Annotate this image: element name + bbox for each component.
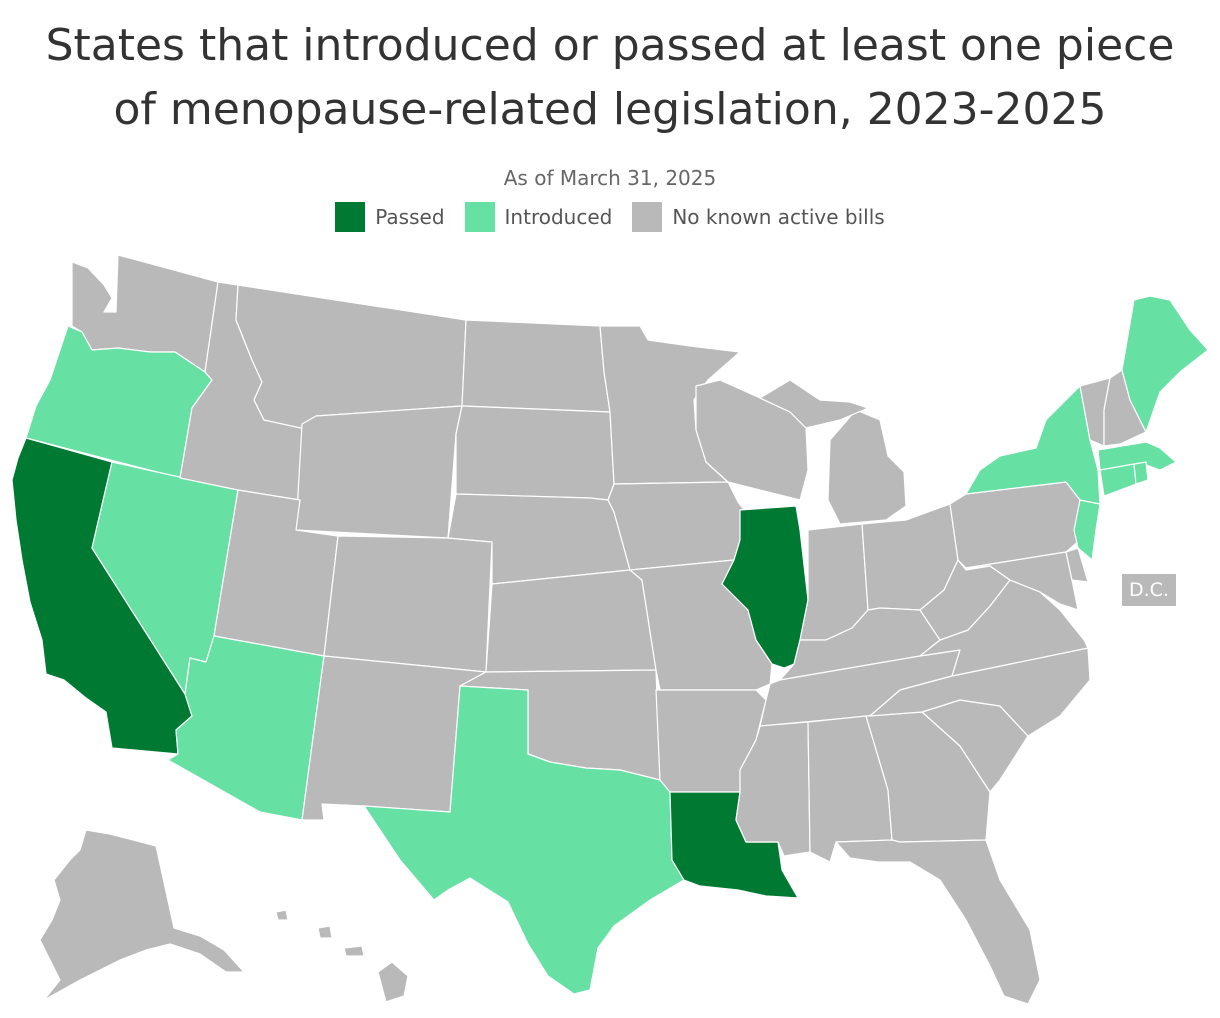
subtitle: As of March 31, 2025: [503, 166, 717, 190]
state-kansas[interactable]: [485, 569, 657, 673]
state-minnesota[interactable]: [599, 325, 741, 485]
state-alaska[interactable]: [39, 829, 245, 1001]
state-west-virginia[interactable]: [919, 559, 1011, 641]
state-new-york[interactable]: [965, 385, 1101, 505]
state-wisconsin[interactable]: [695, 379, 809, 501]
state-wyoming[interactable]: [295, 405, 463, 539]
state-michigan-upper[interactable]: [759, 379, 869, 429]
state-michigan[interactable]: [827, 409, 907, 525]
legend-swatch-no-bills: [632, 202, 663, 232]
legend-label-passed: Passed: [375, 205, 445, 229]
state-arizona[interactable]: [167, 635, 325, 821]
state-iowa[interactable]: [607, 481, 753, 571]
state-illinois[interactable]: [721, 505, 809, 669]
chart-title: States that introduced or passed at leas…: [0, 14, 1220, 142]
legend: Passed Introduced No known active bills: [0, 202, 1220, 232]
legend-item-passed: Passed: [335, 202, 445, 232]
state-north-dakota[interactable]: [461, 319, 611, 413]
state-texas[interactable]: [363, 685, 685, 995]
state-south-dakota[interactable]: [455, 405, 615, 501]
legend-label-no-bills: No known active bills: [672, 205, 885, 229]
state-rhode-island[interactable]: [1133, 461, 1149, 485]
dc-label[interactable]: D.C.: [1122, 574, 1176, 606]
legend-swatch-passed: [335, 202, 366, 232]
title-line-2: of menopause-related legislation, 2023-2…: [113, 84, 1107, 135]
state-colorado[interactable]: [323, 535, 493, 673]
state-florida[interactable]: [835, 839, 1041, 1005]
title-line-1: States that introduced or passed at leas…: [45, 20, 1175, 71]
state-hawaii-islands[interactable]: [275, 909, 365, 957]
legend-swatch-introduced: [464, 202, 495, 232]
legend-item-no-bills: No known active bills: [632, 202, 885, 232]
state-hawaii[interactable]: [377, 961, 409, 1003]
state-connecticut[interactable]: [1099, 463, 1137, 497]
legend-item-introduced: Introduced: [464, 202, 613, 232]
state-maine[interactable]: [1121, 295, 1209, 433]
legend-label-introduced: Introduced: [504, 205, 613, 229]
state-delaware[interactable]: [1065, 547, 1089, 583]
